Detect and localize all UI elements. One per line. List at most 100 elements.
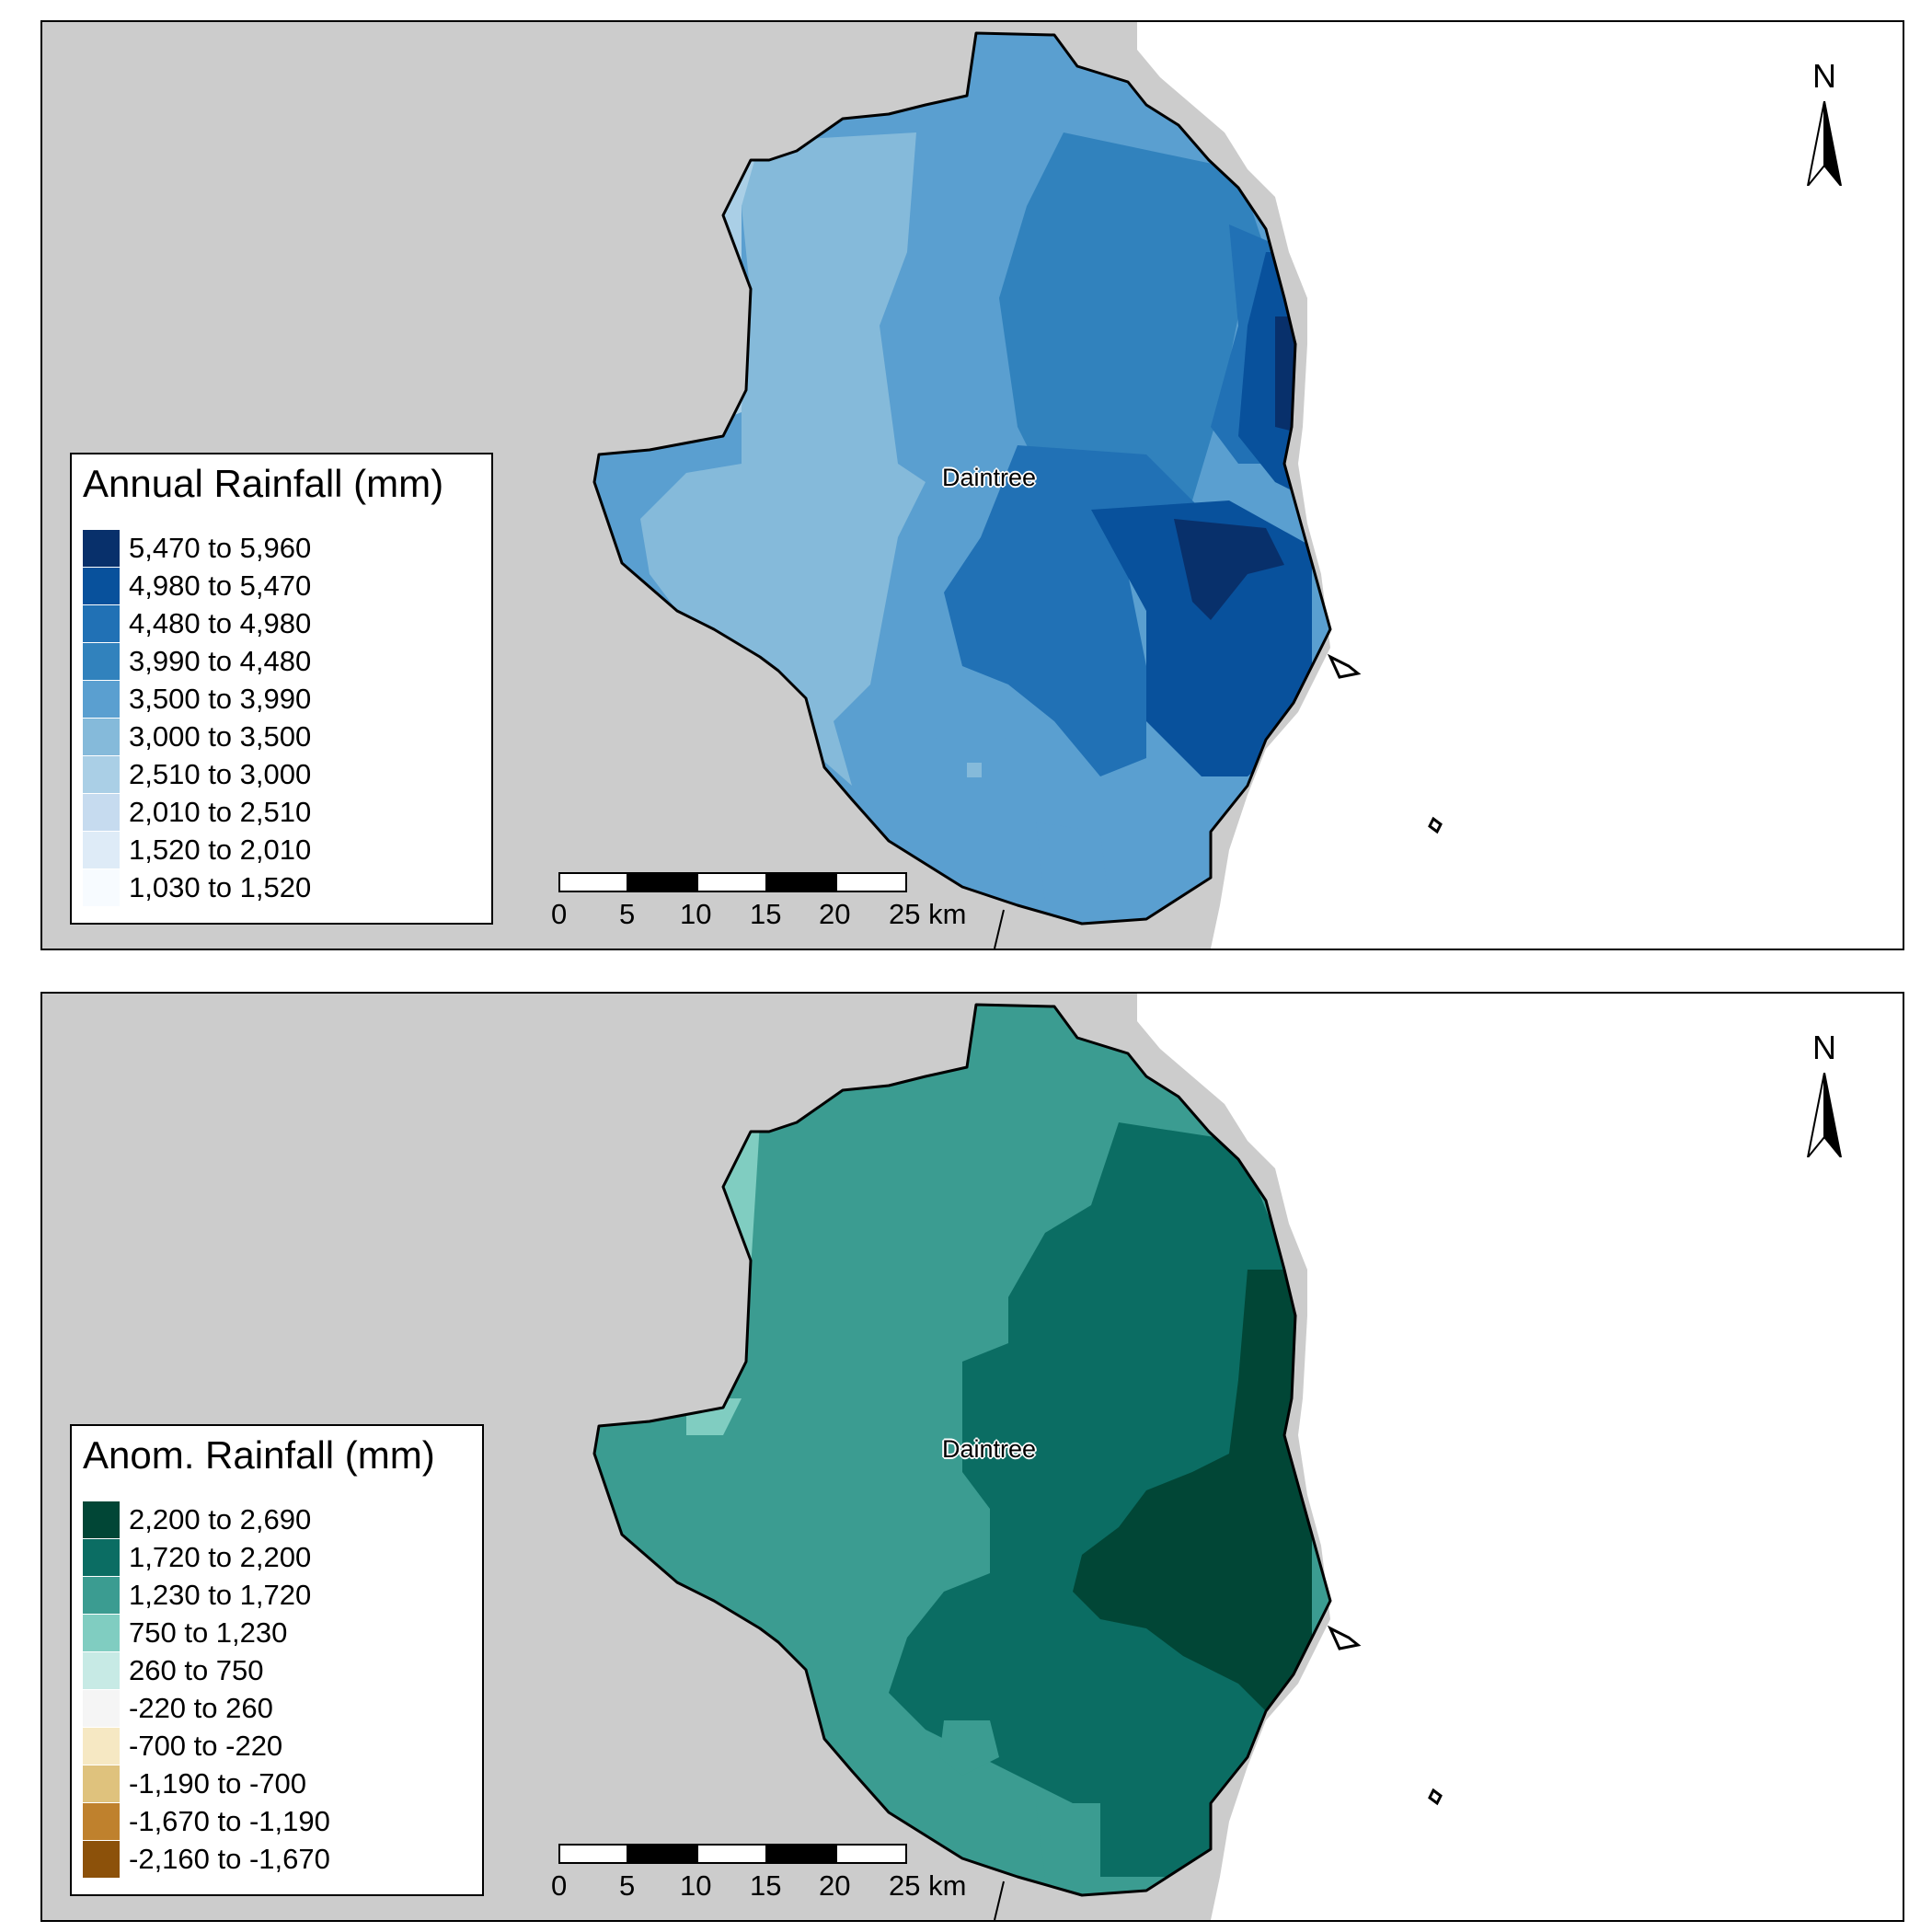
legend-label: 1,230 to 1,720	[129, 1579, 312, 1611]
legend-swatch	[83, 1841, 120, 1878]
legend-label: -1,670 to -1,190	[129, 1805, 330, 1837]
anomaly-raster	[594, 1005, 1330, 1895]
scale-bar-graphic	[558, 872, 907, 892]
legend-label: 1,720 to 2,200	[129, 1541, 312, 1573]
legend-swatch	[83, 643, 120, 680]
river-line	[994, 1880, 1005, 1920]
scale-tick: 10	[680, 1869, 712, 1902]
river-line	[994, 909, 1005, 949]
legend-label: 4,980 to 5,470	[129, 569, 312, 602]
town-label-daintree: Daintree	[942, 1435, 1037, 1463]
legend-item: 3,990 to 4,480	[83, 643, 311, 680]
legend-swatch	[83, 1765, 120, 1802]
legend-item: 2,510 to 3,000	[83, 756, 311, 793]
catchment-boundary	[592, 1003, 1332, 1897]
legend-swatch	[83, 1652, 120, 1689]
scale-tick: 25 km	[889, 898, 967, 930]
legend-item: 1,720 to 2,200	[83, 1539, 311, 1576]
scale-bar: 0 5 10 15 20 25 km	[551, 1842, 966, 1906]
legend-item: -1,190 to -700	[83, 1765, 306, 1802]
legend-swatch	[83, 869, 120, 906]
legend-item: -2,160 to -1,670	[83, 1841, 330, 1878]
legend-title: Anom. Rainfall (mm)	[83, 1433, 435, 1477]
legend-swatch	[83, 794, 120, 831]
island-outline	[1428, 816, 1443, 834]
north-label: N	[1812, 57, 1836, 95]
island-outline	[1327, 1625, 1362, 1650]
legend-item: -1,670 to -1,190	[83, 1803, 330, 1840]
north-arrow-icon	[1807, 101, 1842, 186]
legend-item: 750 to 1,230	[83, 1615, 287, 1651]
north-arrow: N	[1797, 57, 1852, 186]
legend-swatch	[83, 568, 120, 604]
legend-label: 2,010 to 2,510	[129, 796, 312, 828]
legend-item: 1,030 to 1,520	[83, 869, 311, 906]
legend-item: 1,230 to 1,720	[83, 1577, 311, 1614]
scale-tick: 20	[819, 898, 851, 930]
scale-tick: 15	[750, 898, 782, 930]
legend-swatch	[83, 832, 120, 868]
legend-title: Annual Rainfall (mm)	[83, 462, 444, 505]
legend-swatch	[83, 1501, 120, 1538]
legend-swatch	[83, 756, 120, 793]
scale-tick: 0	[551, 898, 568, 930]
legend-label: 3,500 to 3,990	[129, 683, 312, 715]
annual-rainfall-map-panel: Daintree N 0 5 10 15 20 25 km Annual Rai…	[40, 20, 1904, 950]
legend-swatch	[83, 719, 120, 755]
island-outline	[1428, 1788, 1443, 1806]
legend-item: -220 to 260	[83, 1690, 273, 1727]
map-legend: Anom. Rainfall (mm) 2,200 to 2,690 1,720…	[70, 1424, 484, 1896]
legend-swatch	[83, 1539, 120, 1576]
legend-label: 1,030 to 1,520	[129, 871, 312, 903]
legend-label: 3,990 to 4,480	[129, 645, 312, 677]
scale-tick: 5	[619, 898, 636, 930]
legend-item: 1,520 to 2,010	[83, 832, 311, 868]
legend-item: 260 to 750	[83, 1652, 264, 1689]
legend-item: 4,480 to 4,980	[83, 605, 311, 642]
legend-label: -700 to -220	[129, 1730, 283, 1762]
legend-label: 2,200 to 2,690	[129, 1503, 312, 1535]
legend-item: 3,000 to 3,500	[83, 719, 311, 755]
legend-swatch	[83, 1690, 120, 1727]
scale-tick: 20	[819, 1869, 851, 1902]
scale-tick: 10	[680, 898, 712, 930]
anomaly-rainfall-map-panel: Daintree N 0 5 10 15 20 25 km Anom. Rain…	[40, 992, 1904, 1922]
north-arrow: N	[1797, 1029, 1852, 1157]
north-arrow-icon	[1807, 1073, 1842, 1157]
legend-item: 5,470 to 5,960	[83, 530, 311, 567]
legend-label: 2,510 to 3,000	[129, 758, 312, 790]
legend-item: 4,980 to 5,470	[83, 568, 311, 604]
legend-swatch	[83, 1577, 120, 1614]
map-legend: Annual Rainfall (mm) 5,470 to 5,960 4,98…	[70, 453, 493, 925]
island-outline	[1327, 653, 1362, 679]
legend-label: 3,000 to 3,500	[129, 720, 312, 753]
annual-rainfall-map	[42, 22, 1903, 949]
scale-bar-graphic	[558, 1844, 907, 1864]
town-label-daintree: Daintree	[942, 464, 1037, 491]
legend-label: 4,480 to 4,980	[129, 607, 312, 639]
legend-swatch	[83, 1728, 120, 1765]
legend-label: -2,160 to -1,670	[129, 1843, 330, 1875]
legend-swatch	[83, 681, 120, 718]
scale-tick: 25 km	[889, 1869, 967, 1902]
legend-item: 2,010 to 2,510	[83, 794, 311, 831]
legend-label: 750 to 1,230	[129, 1616, 288, 1649]
legend-label: -220 to 260	[129, 1692, 273, 1724]
legend-item: 2,200 to 2,690	[83, 1501, 311, 1538]
legend-swatch	[83, 1803, 120, 1840]
legend-swatch	[83, 605, 120, 642]
legend-label: 5,470 to 5,960	[129, 532, 312, 564]
ocean-area	[1137, 22, 1903, 949]
north-label: N	[1812, 1029, 1836, 1066]
legend-label: 260 to 750	[129, 1654, 264, 1686]
scale-tick: 5	[619, 1869, 636, 1902]
scale-tick: 0	[551, 1869, 568, 1902]
legend-label: 1,520 to 2,010	[129, 834, 312, 866]
legend-swatch	[83, 1615, 120, 1651]
scale-bar: 0 5 10 15 20 25 km	[551, 870, 966, 935]
legend-item: 3,500 to 3,990	[83, 681, 311, 718]
ocean-area	[1137, 994, 1903, 1920]
legend-swatch	[83, 530, 120, 567]
catchment-boundary	[592, 31, 1332, 926]
legend-item: -700 to -220	[83, 1728, 282, 1765]
